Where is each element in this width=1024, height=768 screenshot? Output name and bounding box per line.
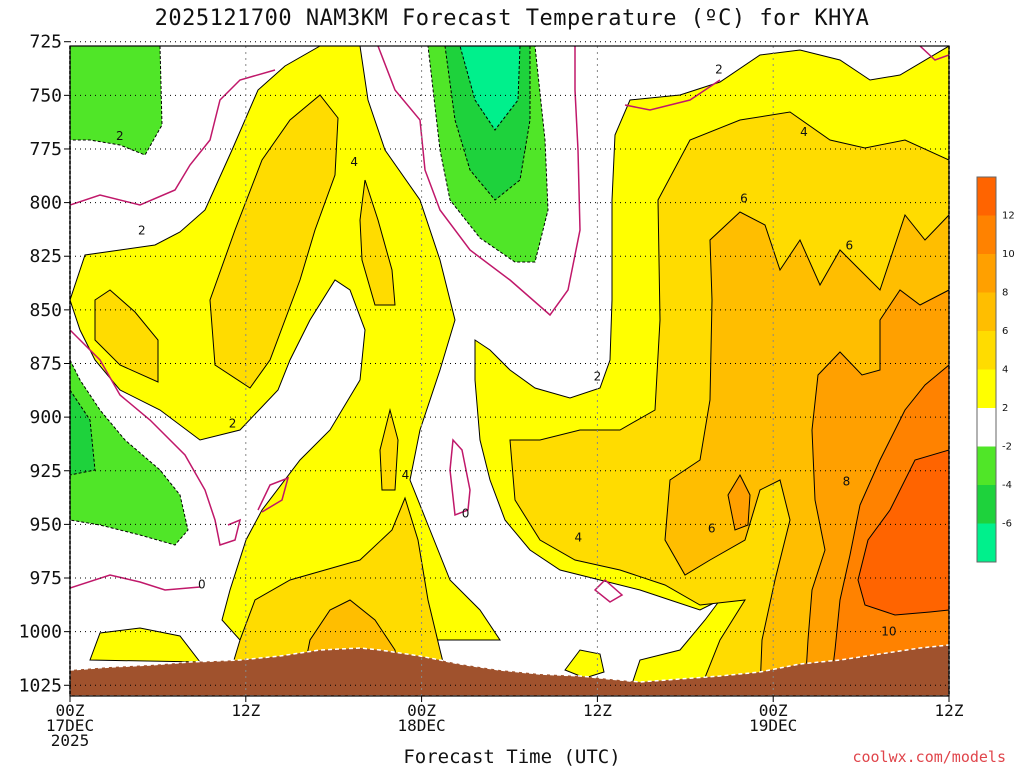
contour-label: 2 xyxy=(229,417,237,431)
contour-label: 2 xyxy=(138,223,146,237)
colorbar: 12 10 8 6 4 2 -2 -4 -6 xyxy=(976,176,1015,563)
zero-isotherm-1 xyxy=(70,69,276,206)
field-band-4-6-c xyxy=(359,179,396,306)
x-tick-label: 19DEC xyxy=(749,716,797,735)
zero-isotherm-6 xyxy=(377,46,581,317)
contour-label: 6 xyxy=(846,239,854,253)
field-band-m2-m4-topleft xyxy=(70,46,163,156)
zero-isotherm-4 xyxy=(257,476,290,513)
x-tick-label: 18DEC xyxy=(398,716,446,735)
y-tick-label: 900 xyxy=(29,407,62,428)
y-tick-label: 1000 xyxy=(19,622,62,643)
colorbar-label: 2 xyxy=(1002,403,1008,414)
contour-label: 6 xyxy=(740,191,748,205)
field-band-4-6-b xyxy=(94,289,159,383)
colorbar-bin xyxy=(977,408,996,447)
colorbar-label: 8 xyxy=(1002,288,1008,299)
y-tick-label: 825 xyxy=(29,246,62,267)
colorbar-bin xyxy=(977,523,996,562)
x-tick-label: 12Z xyxy=(583,701,612,720)
x-tick-label: 00Z xyxy=(759,701,788,720)
contour-label: 4 xyxy=(800,125,808,139)
colorbar-label: -4 xyxy=(1002,480,1012,491)
colorbar-bin xyxy=(977,369,996,408)
contour-label: 4 xyxy=(575,530,583,544)
colorbar-bin xyxy=(977,331,996,370)
colorbar-label: 6 xyxy=(1002,326,1008,337)
contour-label: 2 xyxy=(116,129,124,143)
y-axis: 725 750 775 800 825 850 875 900 925 950 975 1000 102… xyxy=(19,32,70,696)
field-band-m4-m6 xyxy=(70,389,96,476)
colorbar-bin xyxy=(977,292,996,331)
colorbar-bin xyxy=(977,177,996,216)
field-band-12-14 xyxy=(857,449,949,616)
y-tick-label: 850 xyxy=(29,300,62,321)
colorbar-bin xyxy=(977,254,996,293)
contour-label: 8 xyxy=(843,474,851,488)
contour-label: 0 xyxy=(198,577,206,591)
credit-link[interactable]: coolwx.com/models xyxy=(852,748,1006,766)
y-tick-label: 875 xyxy=(29,353,62,374)
x-tick-label: 00Z xyxy=(407,701,436,720)
zero-isotherm-5 xyxy=(449,438,471,517)
contour-label: 4 xyxy=(350,155,358,169)
y-tick-label: 800 xyxy=(29,193,62,214)
colorbar-bin xyxy=(977,215,996,254)
field-band-2-4-early xyxy=(70,46,501,641)
field-band-m6-m8 xyxy=(459,46,521,131)
x-tick-label: 2025 xyxy=(51,731,90,750)
y-tick-label: 950 xyxy=(29,514,62,535)
zero-isotherm-7 xyxy=(624,79,721,111)
colorbar-label: -6 xyxy=(1002,519,1012,530)
x-tick-label: 12Z xyxy=(935,701,964,720)
zero-isotherm-8 xyxy=(593,578,624,603)
colorbar-frame xyxy=(976,176,997,563)
y-tick-label: 975 xyxy=(29,568,62,589)
contour-labels: 2 2 2 2 2 4 4 4 4 6 6 6 8 10 0 0 xyxy=(116,63,897,639)
contour-label: 2 xyxy=(715,63,723,77)
y-tick-label: 750 xyxy=(29,85,62,106)
zero-isotherm-2 xyxy=(70,329,242,546)
y-tick-label: 775 xyxy=(29,139,62,160)
chart-title: 2025121700 NAM3KM Forecast Temperature (… xyxy=(154,6,870,31)
field-band-4-6-e xyxy=(224,496,451,691)
colorbar-label: 10 xyxy=(1002,249,1015,260)
terrain-ground xyxy=(70,644,949,696)
y-tick-label: 725 xyxy=(29,32,62,53)
contour-label: 2 xyxy=(594,369,602,383)
x-tick-label: 00Z xyxy=(56,701,85,720)
x-tick-label: 17DEC xyxy=(46,716,94,735)
field-band-4-6-d xyxy=(379,408,399,491)
zero-isotherm-9 xyxy=(919,46,949,61)
contour-label: 6 xyxy=(708,522,716,536)
colorbar-label: -2 xyxy=(1002,442,1012,453)
contour-label: 0 xyxy=(462,507,470,521)
colorbar-bin xyxy=(977,446,996,485)
colorbar-label: 12 xyxy=(1002,211,1015,222)
contour-label: 10 xyxy=(881,625,896,639)
colorbar-label: 4 xyxy=(1002,365,1008,376)
colorbar-bin xyxy=(977,485,996,524)
contour-label: 4 xyxy=(402,468,410,482)
field-band-8-10-small xyxy=(727,473,751,531)
y-tick-label: 1025 xyxy=(19,675,62,696)
field-band-m2-m4-left xyxy=(70,359,189,546)
x-tick-label: 12Z xyxy=(231,701,260,720)
x-axis-label: Forecast Time (UTC) xyxy=(403,746,621,768)
y-tick-label: 925 xyxy=(29,461,62,482)
zero-isotherm-3 xyxy=(70,574,201,591)
